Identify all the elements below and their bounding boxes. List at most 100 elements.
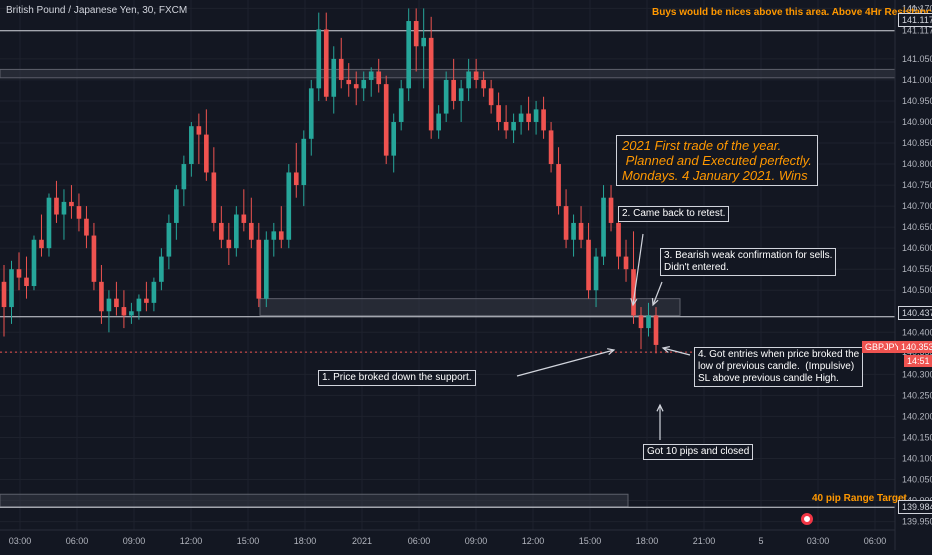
candle-body (189, 126, 194, 165)
candle-body (428, 37, 434, 131)
candle-body (271, 231, 277, 240)
replay-icon[interactable] (801, 513, 813, 525)
candles (1, 8, 659, 354)
symbol-title: British Pound / Japanese Yen, 30, FXCM (6, 5, 188, 16)
x-tick-label: 06:00 (408, 536, 431, 546)
arrow-shaft (662, 347, 691, 356)
candle-body (631, 269, 636, 316)
time-axis[interactable]: 03:00 06:00 09:00 12:00 15:00 18:00 2021 06:00 0… (0, 529, 895, 546)
candle-body (144, 298, 149, 303)
arrow-head (630, 298, 638, 307)
candle-body (391, 121, 397, 156)
candle-body (368, 71, 374, 80)
candle-body (481, 79, 486, 89)
y-tick-label: 140.800 (902, 159, 932, 169)
x-tick-label: 5 (758, 536, 763, 546)
y-tick-label: 140.850 (902, 138, 932, 148)
resistance-note: Buys would be nices above this area. Abo… (652, 7, 932, 18)
candle-body (174, 189, 179, 223)
candle-body (541, 109, 546, 131)
candle-body (473, 71, 479, 80)
candle-body (9, 269, 14, 308)
currency-label: JPY (907, 5, 924, 15)
candle-body (638, 315, 644, 329)
candle-body (518, 113, 524, 122)
top-line-price-tag: 141.117 (898, 13, 932, 27)
candle-body (488, 88, 494, 106)
candle-body (256, 239, 262, 299)
candle-body (129, 311, 134, 316)
arrow-head (661, 346, 670, 353)
price-axis[interactable]: 141.170141.117141.050141.000140.950140.9… (894, 0, 932, 550)
x-tick-label: 18:00 (294, 536, 317, 546)
candle-body (466, 71, 471, 89)
candle-body (503, 121, 509, 131)
candle-body (114, 298, 119, 308)
candle-body (646, 315, 651, 329)
zone-box (0, 493, 629, 508)
arrow-head (651, 297, 659, 307)
candle-body (211, 172, 217, 223)
candle-body (353, 84, 359, 89)
candle-body (653, 315, 659, 345)
x-tick-label: 06:00 (864, 536, 887, 546)
candle-body (586, 239, 591, 291)
y-tick-label: 141.117 (902, 26, 932, 36)
candle-body (84, 218, 89, 236)
current-price-tag: 140.353 (898, 341, 932, 353)
candle-body (1, 281, 7, 308)
candle-body (548, 130, 554, 165)
y-tick-label: 140.600 (902, 243, 932, 253)
x-tick-label: 09:00 (465, 536, 488, 546)
candle-body (346, 79, 352, 85)
candle-body (593, 256, 599, 291)
candle-body (398, 88, 404, 122)
candle-body (204, 134, 209, 173)
x-tick-label: 2021 (352, 536, 372, 546)
candle-body (196, 126, 202, 135)
support-price-tag: 140.437 (898, 306, 932, 320)
arrow-head (656, 403, 664, 412)
candle-body (54, 197, 59, 215)
candle-body (136, 298, 142, 312)
y-tick-label: 140.250 (902, 390, 932, 400)
candle-body (443, 79, 449, 114)
candle-body (556, 164, 561, 207)
candle-body (16, 269, 22, 278)
x-tick-label: 15:00 (579, 536, 602, 546)
candle-body (293, 172, 299, 186)
candle-body (383, 84, 389, 156)
y-tick-label: 141.000 (902, 75, 932, 85)
candle-body (376, 71, 382, 85)
y-tick-label: 141.050 (902, 54, 932, 64)
y-tick-label: 139.950 (902, 517, 932, 527)
candle-body (331, 58, 337, 97)
candle-body (601, 197, 606, 257)
note-retest: 2. Came back to retest. (618, 206, 730, 222)
x-tick-label: 18:00 (636, 536, 659, 546)
y-tick-label: 140.500 (902, 285, 932, 295)
x-tick-label: 21:00 (693, 536, 716, 546)
candle-body (608, 197, 614, 223)
x-tick-label: 12:00 (522, 536, 545, 546)
candle-body (361, 79, 367, 89)
candle-body (106, 298, 112, 312)
candle-body (46, 197, 52, 249)
candle-body (31, 239, 37, 287)
range-target-label: 40 pip Range Target (812, 493, 907, 504)
candle-body (421, 37, 427, 47)
arrow-head (607, 348, 616, 356)
y-tick-label: 140.400 (902, 327, 932, 337)
y-tick-label: 140.700 (902, 201, 932, 211)
trade-summary-note: 2021 First trade of the year. Planned an… (616, 135, 818, 186)
x-tick-label: 15:00 (237, 536, 260, 546)
candle-body (151, 281, 157, 303)
y-tick-label: 140.650 (902, 222, 932, 232)
arrow-shaft (652, 281, 663, 306)
candle-body (166, 222, 172, 257)
x-tick-label: 06:00 (66, 536, 89, 546)
note-support-break: 1. Price broked down the support. (318, 370, 476, 386)
candle-body (563, 206, 569, 240)
